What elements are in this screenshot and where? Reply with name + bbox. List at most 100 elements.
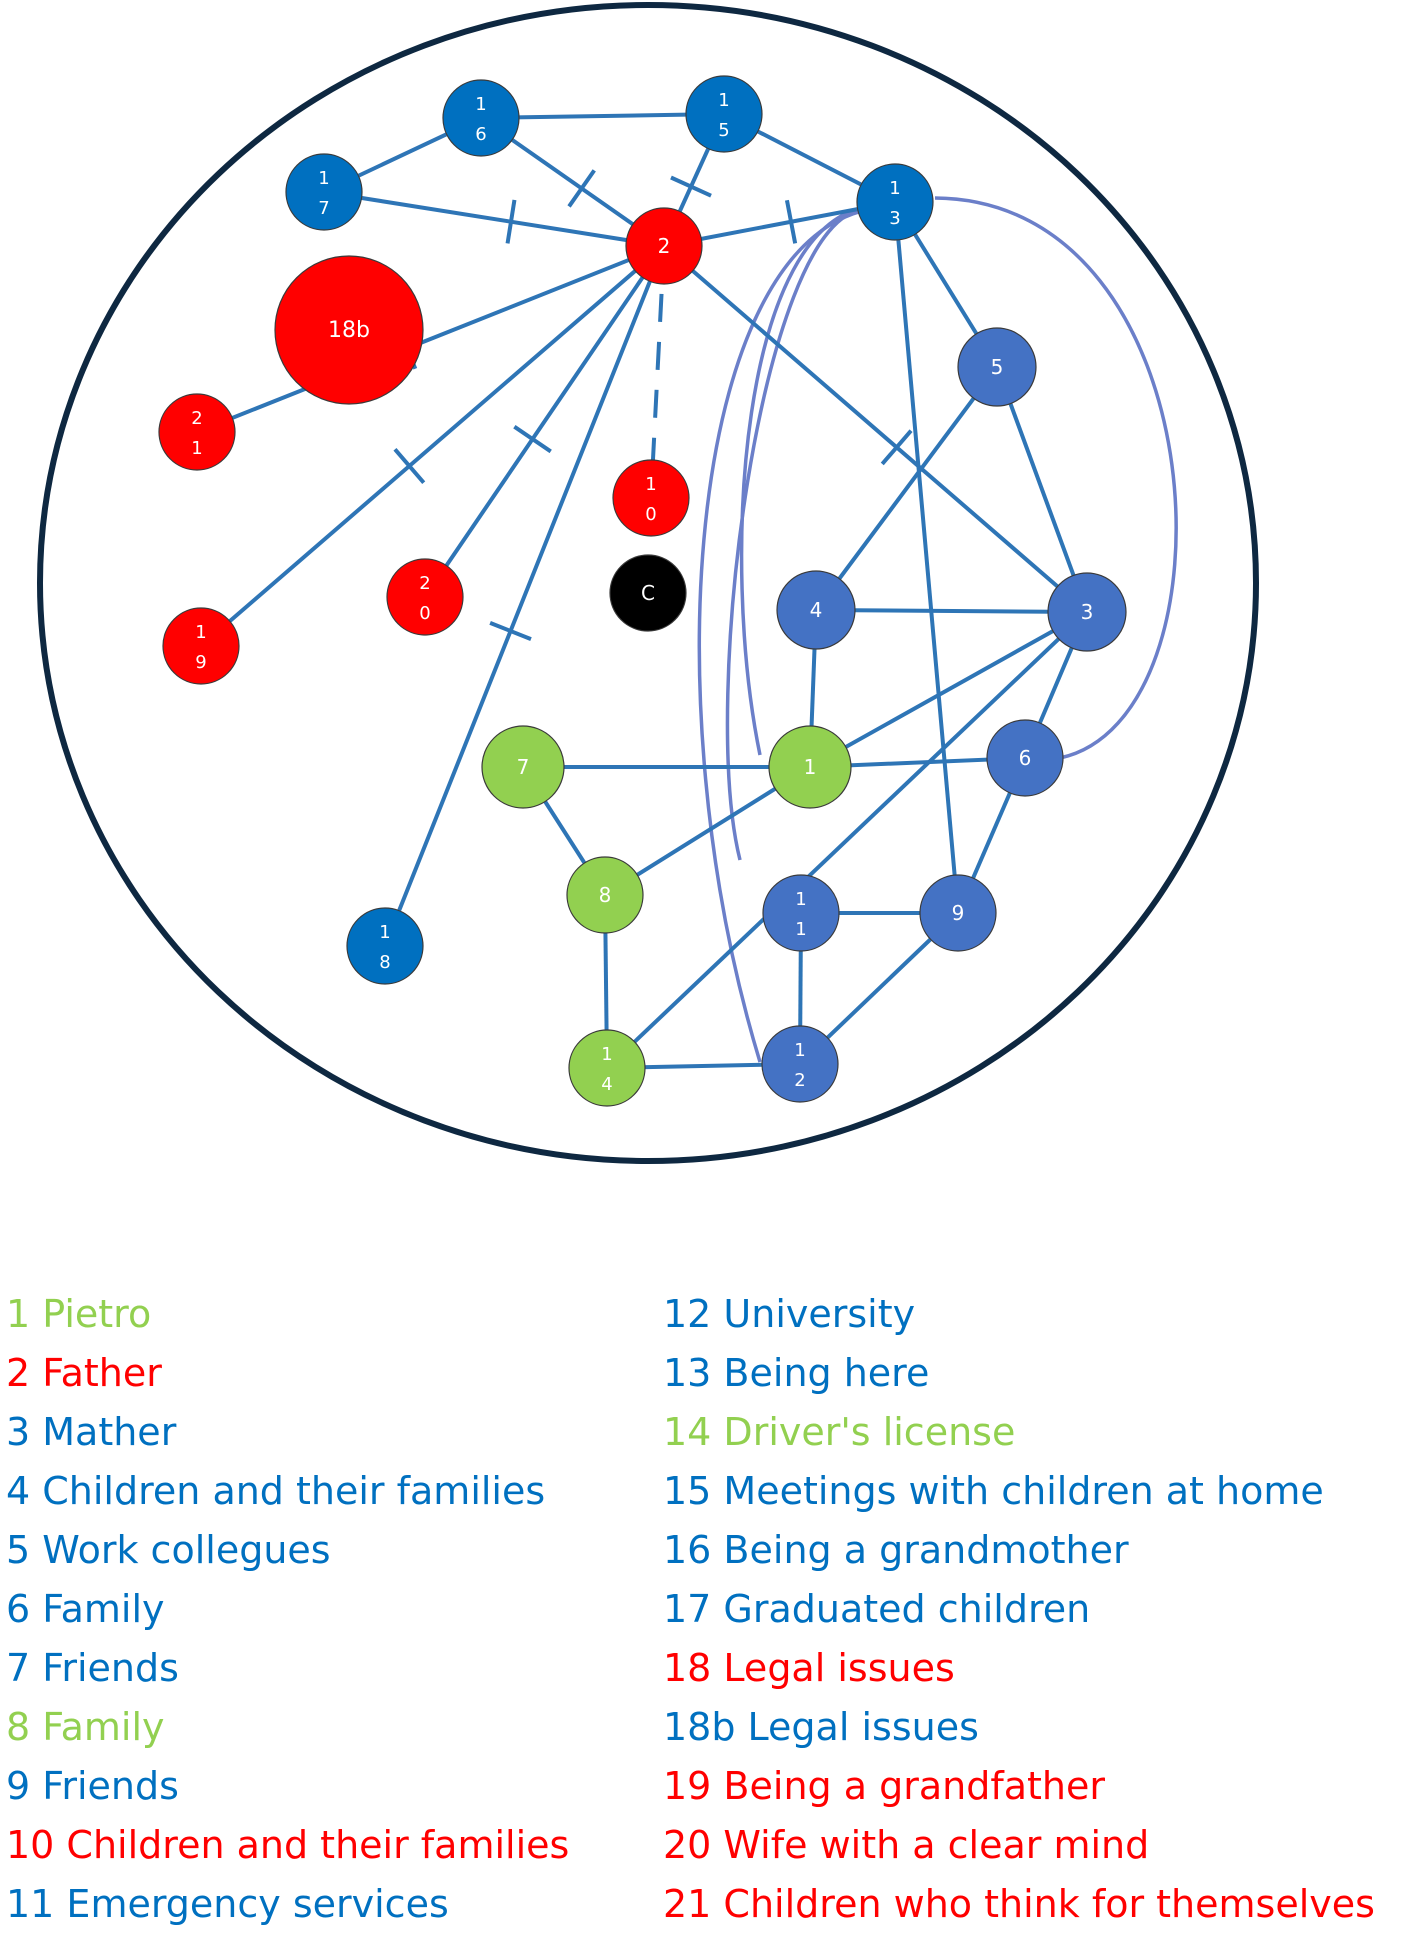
- node-label-18-line1: 1: [379, 922, 390, 943]
- node-11: 11: [762, 874, 840, 952]
- legend-item-left-3: 3 Mather: [6, 1410, 177, 1454]
- node-label-10-line2: 0: [645, 504, 656, 525]
- legend-item-left-7: 7 Friends: [6, 1646, 179, 1690]
- edge-5-3: [995, 366, 1089, 613]
- edge-2-18: [383, 245, 666, 947]
- node-16: 16: [442, 79, 520, 157]
- edge-2-3: [662, 244, 1089, 614]
- node-8: 8: [566, 856, 644, 934]
- edge-2-10: [649, 245, 666, 499]
- legend-item-left-9: 9 Friends: [6, 1764, 179, 1808]
- edge-break-mark-17-2: [505, 199, 517, 244]
- edge-break-mark-2-18: [489, 620, 532, 642]
- node-label-18b: 18b: [328, 318, 370, 343]
- node-circle-C: [609, 554, 687, 632]
- node-label-19-line2: 9: [195, 652, 206, 673]
- node-4: 4: [776, 570, 856, 650]
- legend-item-right-10: 20 Wife with a clear mind: [663, 1823, 1150, 1867]
- legend-item-left-1: 1 Pietro: [6, 1292, 152, 1336]
- network-boundary-circle: [37, 2, 1259, 1164]
- node-label-2: 2: [658, 234, 671, 258]
- node-circle-4: [776, 570, 856, 650]
- edge-5-4: [814, 365, 999, 612]
- node-label-1: 1: [804, 755, 817, 779]
- edge-2-21: [196, 244, 665, 434]
- node-label-5: 5: [991, 355, 1004, 379]
- node-label-19-line1: 1: [195, 622, 206, 643]
- node-label-9: 9: [952, 901, 965, 925]
- node-label-16-line2: 6: [475, 124, 486, 145]
- edge-break-mark-2-19: [393, 448, 426, 484]
- legend-item-right-7: 18 Legal issues: [663, 1646, 955, 1690]
- node-label-16-line1: 1: [475, 94, 486, 115]
- node-1: 1: [768, 725, 852, 809]
- node-label-13-line2: 3: [889, 208, 900, 229]
- node-label-21-line1: 2: [191, 408, 202, 429]
- edge-2-13: [663, 200, 896, 248]
- node-circle-2: [625, 207, 703, 285]
- node-3: 3: [1047, 572, 1127, 652]
- node-9: 9: [919, 874, 997, 952]
- edge-break-mark-2-3: [880, 429, 913, 466]
- node-label-14-line2: 4: [601, 1074, 612, 1095]
- node-10: 10: [612, 459, 690, 537]
- legend-item-right-3: 14 Driver's license: [663, 1410, 1016, 1454]
- node-label-10-line1: 1: [645, 474, 656, 495]
- legend-item-right-8: 18b Legal issues: [663, 1705, 979, 1749]
- node-circle-7: [481, 725, 565, 809]
- edge-break-mark-16-2: [567, 169, 596, 208]
- loop-curve-2: [697, 206, 879, 1063]
- node-circle-18: [346, 907, 424, 985]
- node-circle-8: [566, 856, 644, 934]
- edge-break-mark-2-13: [784, 199, 798, 244]
- node-circle-12: [761, 1025, 839, 1103]
- legend-item-right-5: 16 Being a grandmother: [663, 1528, 1129, 1572]
- legend-item-right-4: 15 Meetings with children at home: [663, 1469, 1324, 1513]
- node-circle-17: [285, 153, 363, 231]
- node-circle-3: [1047, 572, 1127, 652]
- node-C: C: [609, 554, 687, 632]
- edge-2-19: [199, 244, 666, 648]
- loop-curves: [697, 196, 1178, 1063]
- node-circle-18b: [274, 255, 424, 405]
- legend-right-column: 12 University 13 Being here 14 Driver's li…: [663, 1285, 1375, 1934]
- node-21: 21: [158, 393, 236, 471]
- node-circle-10: [612, 459, 690, 537]
- node-label-11-line1: 1: [795, 889, 806, 910]
- edge-3-14: [605, 610, 1089, 1070]
- node-label-18-line2: 8: [379, 952, 390, 973]
- node-20: 20: [386, 558, 464, 636]
- node-circle-13: [856, 163, 934, 241]
- node-label-8: 8: [599, 883, 612, 907]
- node-label-11-line2: 1: [795, 919, 806, 940]
- legend-item-right-1: 12 University: [663, 1292, 916, 1336]
- node-circle-11: [762, 874, 840, 952]
- node-circle-19: [162, 607, 240, 685]
- legend-item-left-5: 5 Work collegues: [6, 1528, 331, 1572]
- legend-item-right-2: 13 Being here: [663, 1351, 930, 1395]
- node-label-7: 7: [517, 755, 530, 779]
- node-circle-9: [919, 874, 997, 952]
- loop-curve-3: [934, 196, 1178, 760]
- edge-17-2: [323, 190, 665, 248]
- node-label-12-line1: 1: [794, 1040, 805, 1061]
- node-19: 19: [162, 607, 240, 685]
- legend-item-left-4: 4 Children and their families: [6, 1469, 546, 1513]
- node-circle-1: [768, 725, 852, 809]
- loop-curve-4: [725, 208, 861, 861]
- node-15: 15: [685, 75, 763, 153]
- node-label-15-line2: 5: [718, 120, 729, 141]
- edge-3-1: [809, 610, 1088, 769]
- edge-4-3: [815, 608, 1088, 614]
- legend-item-left-11: 11 Emergency services: [6, 1882, 449, 1926]
- edge-break-mark-15-2: [670, 175, 712, 198]
- legend-item-right-11: 21 Children who think for themselves: [663, 1882, 1375, 1926]
- edge-13-9: [893, 201, 960, 914]
- node-18b: 18b: [274, 255, 424, 405]
- node-17: 17: [285, 153, 363, 231]
- legend-item-right-9: 19 Being a grandfather: [663, 1764, 1105, 1808]
- node-label-4: 4: [810, 598, 823, 622]
- node-label-14-line1: 1: [601, 1044, 612, 1065]
- node-label-C: C: [641, 581, 655, 605]
- node-circle-15: [685, 75, 763, 153]
